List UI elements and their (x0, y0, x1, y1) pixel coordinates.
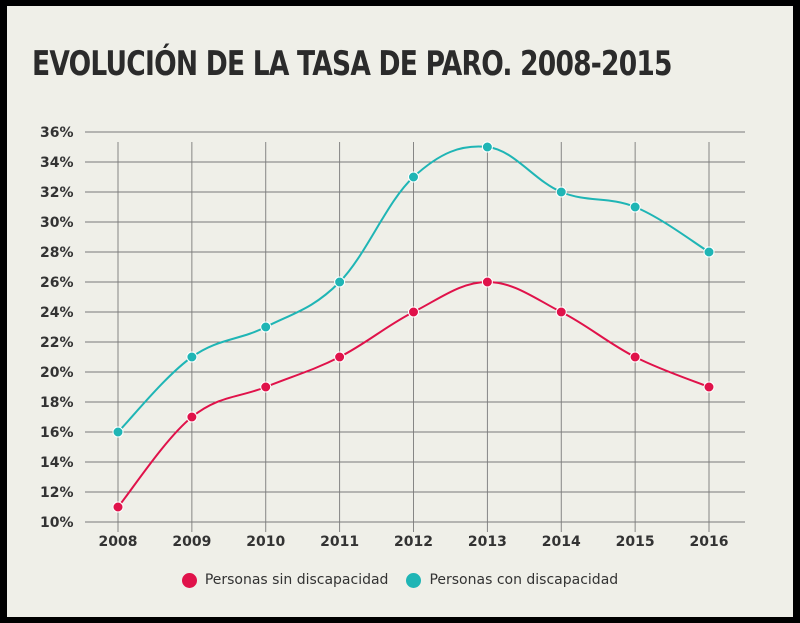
data-point-0 (112, 501, 124, 513)
data-point-0 (703, 381, 715, 393)
data-point-1 (629, 201, 641, 213)
legend-marker-con (406, 572, 422, 588)
data-point-0 (186, 411, 198, 423)
data-point-0 (260, 381, 272, 393)
y-tick-label: 18% (40, 395, 74, 411)
data-point-0 (481, 276, 493, 288)
y-tick-label: 26% (40, 275, 74, 291)
data-point-1 (334, 276, 346, 288)
y-tick-label: 12% (40, 485, 74, 501)
y-tick-label: 10% (40, 515, 74, 531)
data-point-1 (186, 351, 198, 363)
data-point-1 (408, 171, 419, 183)
data-point-1 (555, 186, 567, 198)
legend-marker-sin (181, 572, 197, 588)
legend-label-con: Personas con discapacidad (429, 572, 619, 588)
x-tick-label: 2013 (468, 534, 507, 550)
y-tick-label: 34% (40, 155, 74, 171)
y-tick-label: 14% (40, 455, 74, 471)
x-tick-label: 2009 (172, 534, 211, 550)
data-point-0 (408, 306, 419, 318)
y-tick-label: 24% (40, 305, 74, 321)
series-line-1 (117, 145, 710, 433)
x-tick-label: 2011 (320, 534, 359, 550)
x-tick-label: 2010 (246, 534, 285, 550)
data-point-0 (334, 351, 346, 363)
y-tick-label: 20% (40, 365, 74, 381)
data-point-1 (260, 321, 272, 333)
chart-title: EVOLUCIÓN DE LA TASA DE PARO. 2008-2015 (32, 44, 673, 84)
data-point-0 (555, 306, 567, 318)
legend: Personas sin discapacidad Personas con d… (0, 572, 800, 588)
y-tick-label: 32% (40, 185, 74, 201)
data-point-0 (629, 351, 641, 363)
y-tick-label: 30% (40, 215, 74, 231)
legend-item-con: Personas con discapacidad (406, 572, 618, 588)
data-point-1 (481, 141, 493, 153)
data-point-1 (112, 426, 124, 438)
data-point-1 (703, 246, 715, 258)
chart-frame (7, 6, 793, 617)
y-tick-label: 22% (40, 335, 74, 351)
x-tick-label: 2015 (616, 534, 655, 550)
legend-label-sin: Personas sin discapacidad (204, 572, 389, 588)
x-tick-label: 2012 (394, 534, 433, 550)
y-tick-label: 36% (40, 125, 74, 141)
x-tick-label: 2014 (542, 534, 581, 550)
y-tick-label: 16% (40, 425, 74, 441)
x-tick-label: 2016 (690, 534, 729, 550)
legend-item-sin: Personas sin discapacidad (181, 572, 389, 588)
y-tick-label: 28% (40, 245, 74, 261)
x-tick-label: 2008 (99, 534, 138, 550)
